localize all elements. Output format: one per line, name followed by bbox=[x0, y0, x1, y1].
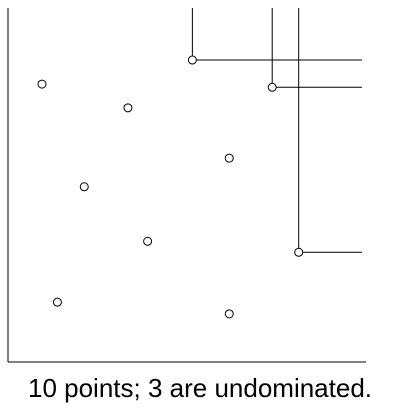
axes bbox=[8, 8, 366, 362]
points bbox=[38, 56, 303, 318]
data-point-4 bbox=[225, 154, 233, 162]
dominance-lines bbox=[192, 8, 362, 252]
data-point-8 bbox=[53, 298, 61, 306]
data-point-0 bbox=[38, 80, 46, 88]
data-point-6 bbox=[144, 237, 152, 245]
undominated-point-3 bbox=[268, 83, 276, 91]
undominated-point-2 bbox=[188, 56, 196, 64]
data-point-5 bbox=[80, 183, 88, 191]
data-point-1 bbox=[124, 104, 132, 112]
caption: 10 points; 3 are undominated. bbox=[0, 370, 400, 406]
data-point-9 bbox=[225, 310, 233, 318]
undominated-point-7 bbox=[295, 248, 303, 256]
